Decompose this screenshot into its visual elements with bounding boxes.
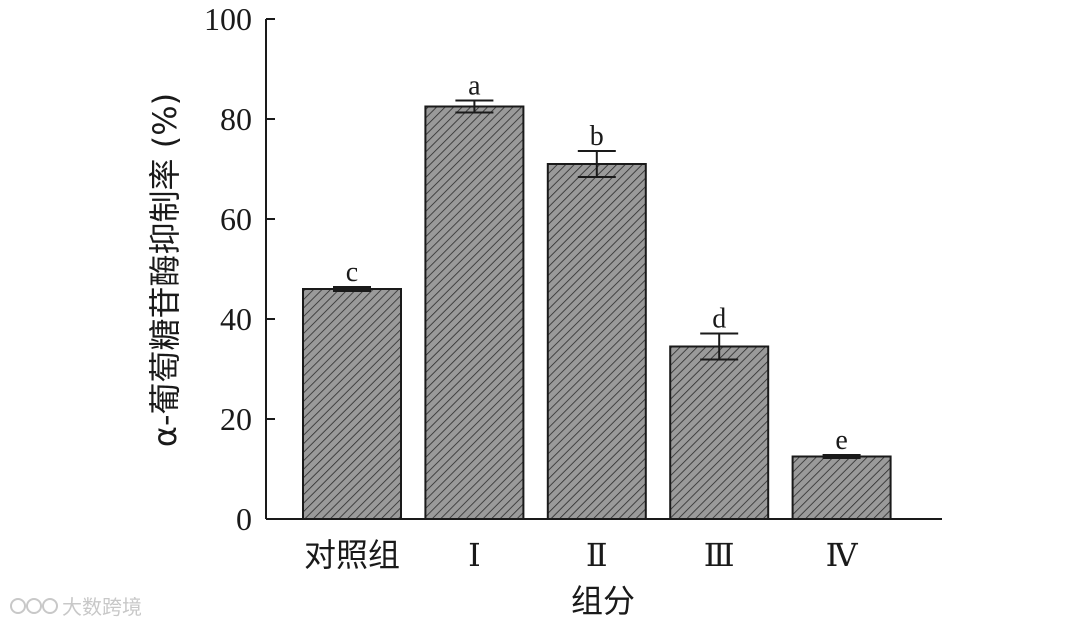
x-tick-label: Ⅳ — [826, 536, 859, 574]
y-tick-label: 20 — [220, 401, 252, 437]
y-axis-title: α-葡萄糖苷酶抑制率 (%) — [146, 93, 184, 447]
x-tick-label: 对照组 — [304, 536, 400, 574]
bar — [669, 345, 770, 520]
significance-label: b — [590, 121, 604, 152]
y-tick-label: 40 — [220, 301, 252, 337]
bar — [546, 163, 647, 520]
x-tick-label: Ⅰ — [468, 536, 481, 574]
x-tick-label: Ⅱ — [586, 536, 608, 574]
watermark: 大数跨境 — [10, 595, 142, 619]
y-tick-label: 0 — [236, 501, 252, 537]
y-tick-label: 60 — [220, 201, 252, 237]
bar — [302, 288, 402, 520]
y-tick-label: 100 — [204, 1, 252, 37]
significance-label: d — [712, 304, 726, 335]
y-ticks: 0 20 40 60 80 100 — [204, 1, 275, 537]
y-tick-label: 80 — [220, 101, 252, 137]
bar — [424, 105, 525, 520]
x-tick-label: Ⅲ — [704, 536, 735, 574]
significance-label: e — [835, 425, 847, 456]
bar — [791, 455, 892, 520]
watermark-text: 大数跨境 — [62, 595, 142, 619]
significance-label: a — [468, 71, 481, 102]
significance-label: c — [346, 257, 358, 288]
x-axis-title: 组分 — [571, 582, 635, 620]
watermark-logo-icon — [10, 598, 58, 614]
